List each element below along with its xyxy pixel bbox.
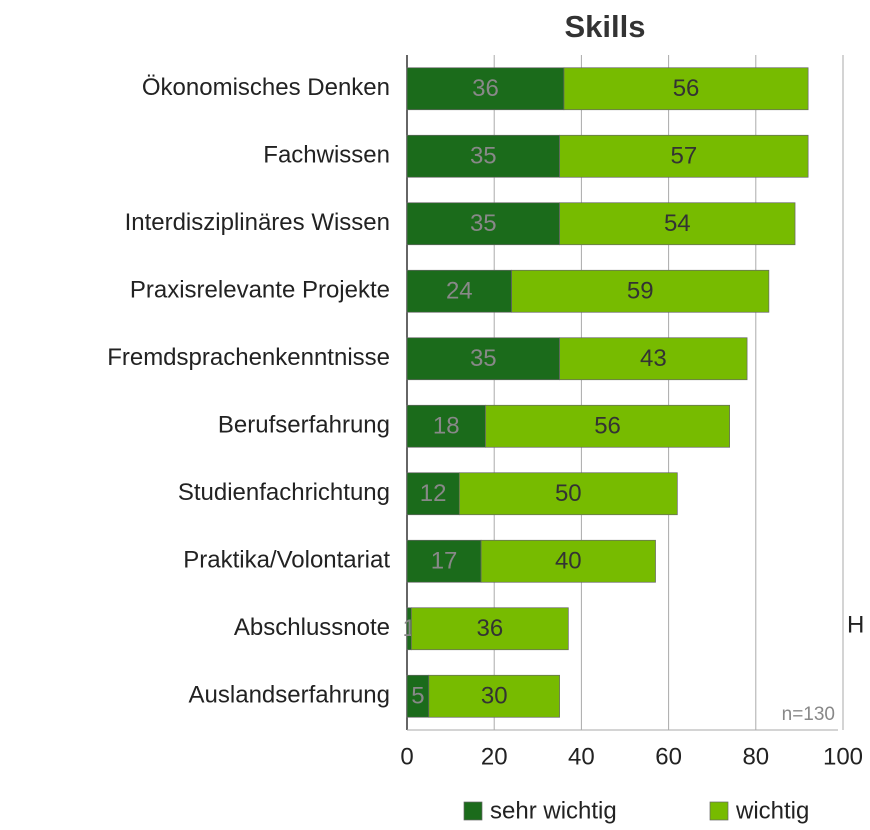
value-label: 24 [446, 278, 473, 305]
value-label: 59 [627, 278, 654, 305]
value-label: 43 [640, 345, 667, 372]
value-label: 17 [431, 548, 458, 575]
bar-segment [559, 202, 796, 246]
y-tick-label: Berufserfahrung [218, 412, 390, 439]
y-tick-label: Abschlussnote [234, 614, 390, 641]
bar-segment [406, 404, 486, 448]
x-tick-label: 80 [742, 743, 769, 770]
bar-segment [406, 472, 460, 516]
bar-segment [480, 539, 656, 583]
value-label: 57 [671, 143, 698, 170]
value-label: 30 [481, 683, 508, 710]
legend-swatch [463, 801, 483, 821]
value-label: 56 [673, 75, 700, 102]
value-label: 12 [420, 480, 447, 507]
legend-swatch [709, 801, 729, 821]
bar-segment [406, 337, 560, 381]
bar-segment [485, 404, 730, 448]
value-label: 35 [470, 345, 497, 372]
value-label: 35 [470, 143, 497, 170]
bar-segment [406, 202, 560, 246]
value-label: 18 [433, 413, 460, 440]
y-tick-label: Praxisrelevante Projekte [130, 277, 390, 304]
bar-segment [458, 472, 678, 516]
y-tick-label: Ökonomisches Denken [142, 74, 390, 101]
value-label: 35 [470, 210, 497, 237]
y-tick-label: Fremdsprachenkenntnisse [107, 344, 390, 371]
x-tick-label: 60 [655, 743, 682, 770]
value-label: 50 [555, 480, 582, 507]
value-label: 36 [472, 75, 499, 102]
bar-segment [563, 67, 809, 111]
y-tick-label: Praktika/Volontariat [183, 547, 390, 574]
legend-label: wichtig [735, 797, 809, 824]
value-label: 40 [555, 548, 582, 575]
bar-segment [411, 607, 569, 651]
x-tick-label: 40 [568, 743, 595, 770]
x-tick-label: 100 [823, 743, 863, 770]
y-tick-label: Fachwissen [263, 142, 390, 169]
annotation: H [847, 611, 864, 638]
y-tick-label: Interdisziplinäres Wissen [125, 209, 390, 236]
bar-segment [559, 134, 809, 178]
x-tick-label: 20 [481, 743, 508, 770]
bar-segment [406, 134, 560, 178]
x-tick-label: 0 [400, 743, 413, 770]
y-tick-label: Studienfachrichtung [178, 479, 390, 506]
chart-title: Skills [565, 9, 646, 44]
value-label: 54 [664, 210, 691, 237]
bar-segment [428, 674, 560, 718]
value-label: 5 [411, 683, 424, 710]
annotation: n=130 [782, 704, 835, 725]
bar-segment [406, 539, 482, 583]
legend-label: sehr wichtig [490, 797, 617, 824]
value-label: 36 [476, 615, 503, 642]
bar-segment [559, 337, 748, 381]
bar-segment [406, 67, 565, 111]
value-label: 56 [594, 413, 621, 440]
bar-segment [511, 269, 770, 313]
y-tick-label: Auslandserfahrung [189, 682, 390, 709]
